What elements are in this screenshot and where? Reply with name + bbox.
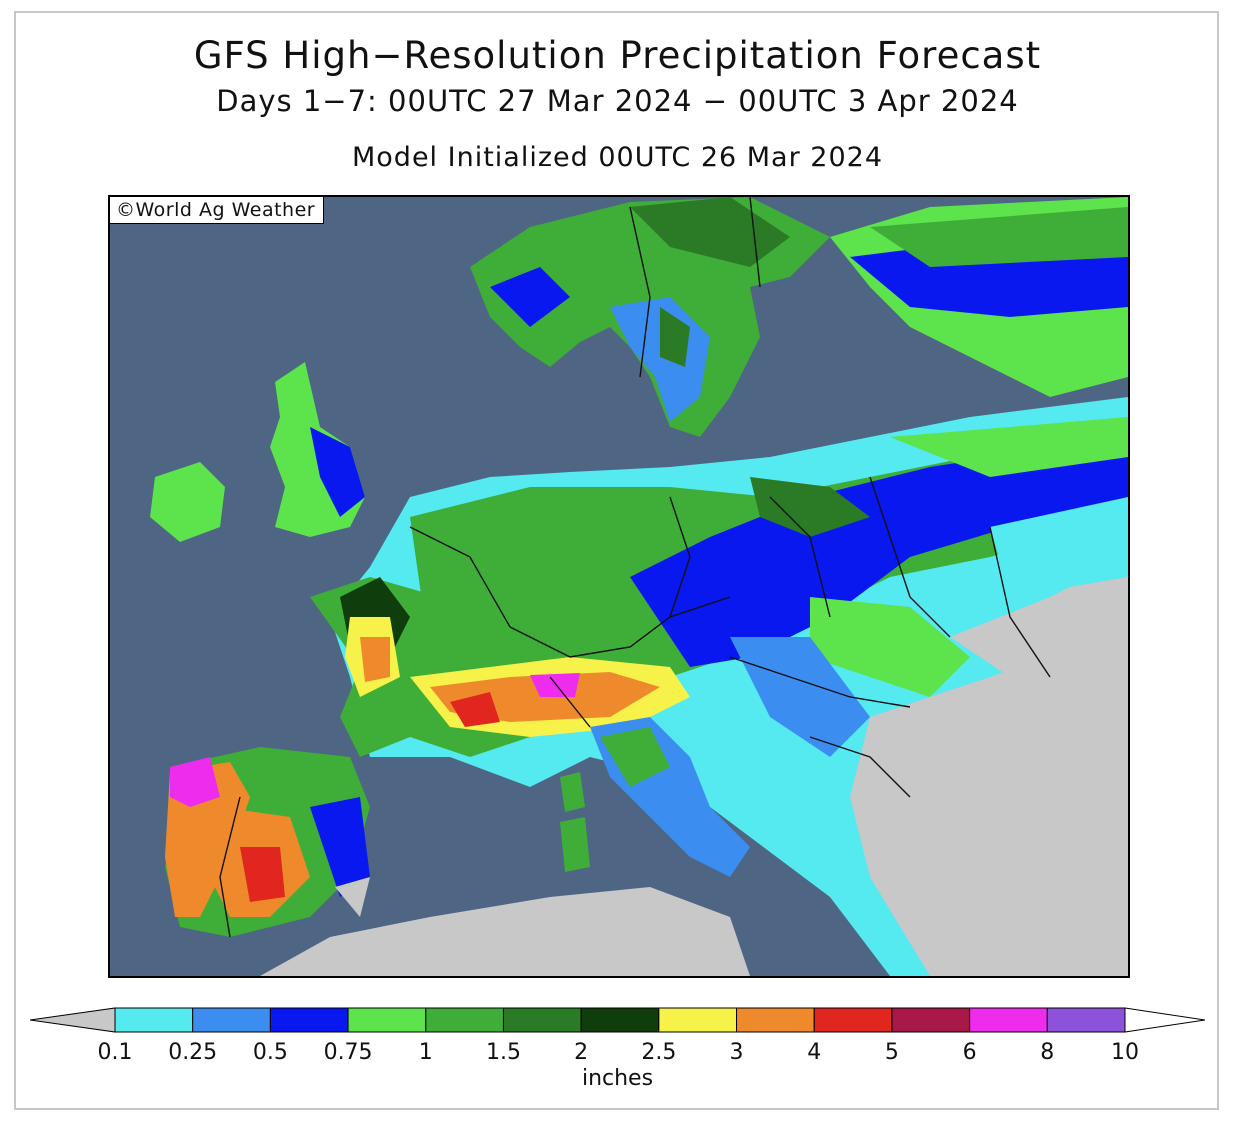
colorbar-bin [580, 1007, 660, 1033]
colorbar-tick-label: 0.25 [168, 1040, 218, 1065]
colorbar-tick-label: 2.5 [641, 1040, 677, 1065]
colorbar-tick-label: 1 [418, 1040, 433, 1065]
colorbar-bin [114, 1007, 194, 1033]
colorbar-tick-label: 0.5 [252, 1040, 288, 1065]
colorbar-bin [192, 1007, 271, 1033]
model-init-line: Model Initialized 00UTC 26 Mar 2024 [351, 142, 883, 173]
precip-colorbar [30, 1007, 1205, 1033]
colorbar-bin [269, 1007, 349, 1033]
colorbar-bin [425, 1007, 504, 1033]
north-africa [260, 887, 750, 976]
colorbar-bin [969, 1007, 1048, 1033]
copyright-label: ©World Ag Weather [110, 197, 325, 224]
colorbar-bin [891, 1007, 971, 1033]
colorbar-bin [813, 1007, 893, 1033]
precipitation-map [108, 195, 1130, 978]
colorbar-tick-label: 0.1 [97, 1040, 133, 1065]
colorbar-over-triangle [1124, 1007, 1205, 1033]
colorbar-tick-label: 1.5 [485, 1040, 521, 1065]
colorbar-units: inches [581, 1066, 654, 1091]
map-subtitle: Days 1−7: 00UTC 27 Mar 2024 − 00UTC 3 Ap… [216, 84, 1019, 118]
colorbar-tick-label: 8 [1040, 1040, 1055, 1065]
colorbar-bin [658, 1007, 738, 1033]
ireland [150, 462, 225, 542]
map-title: GFS High−Resolution Precipitation Foreca… [193, 34, 1042, 77]
colorbar-bin [347, 1007, 427, 1033]
colorbar-tick-label: 10 [1111, 1040, 1139, 1065]
colorbar-bin [1046, 1007, 1126, 1033]
colorbar-bin [736, 1007, 815, 1033]
dry-balkans [850, 627, 1128, 976]
colorbar-tick-label: 5 [884, 1040, 899, 1065]
colorbar-tick-label: 2 [574, 1040, 589, 1065]
colorbar-under-triangle [30, 1007, 116, 1033]
colorbar-tick-label: 4 [807, 1040, 822, 1065]
country-borders [219, 197, 1051, 938]
colorbar-bin [502, 1007, 582, 1033]
map-canvas [150, 197, 1128, 976]
colorbar-tick-label: 0.75 [323, 1040, 373, 1065]
colorbar-tick-label: 6 [962, 1040, 977, 1065]
colorbar-tick-label: 3 [729, 1040, 744, 1065]
